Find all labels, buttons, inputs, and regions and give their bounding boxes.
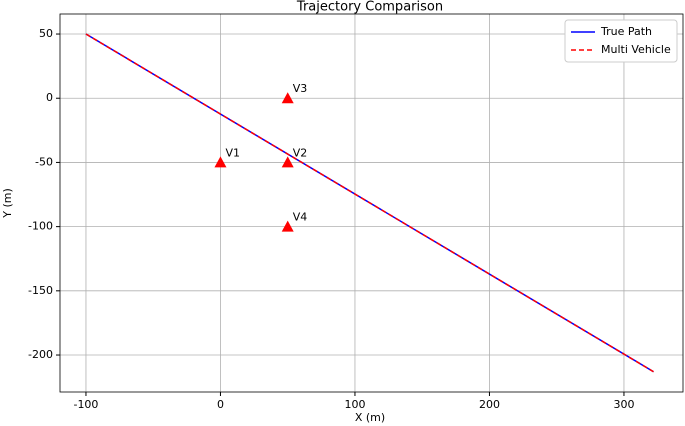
vehicle-marker xyxy=(281,156,294,168)
legend-label: True Path xyxy=(600,25,652,38)
y-tick-label: 50 xyxy=(39,27,53,40)
vehicle-label: V4 xyxy=(293,211,308,224)
vehicle-marker xyxy=(281,220,294,232)
vehicle-marker xyxy=(214,156,227,168)
x-tick-label: 200 xyxy=(479,398,500,411)
y-tick-label: -200 xyxy=(28,348,53,361)
x-axis-label: X (m) xyxy=(355,411,385,424)
y-tick-label: -50 xyxy=(35,155,53,168)
vehicle-label: V3 xyxy=(293,82,308,95)
y-tick-label: -150 xyxy=(28,284,53,297)
x-tick-label: -100 xyxy=(73,398,98,411)
x-tick-label: 0 xyxy=(217,398,224,411)
vehicle-label: V2 xyxy=(293,146,308,159)
y-tick-label: 0 xyxy=(46,91,53,104)
x-tick-label: 100 xyxy=(344,398,365,411)
plot-frame xyxy=(59,13,684,393)
legend-label: Multi Vehicle xyxy=(601,43,671,56)
x-tick-label: 300 xyxy=(613,398,634,411)
y-tick-label: -100 xyxy=(28,220,53,233)
vehicle-label: V1 xyxy=(225,146,240,159)
legend-box xyxy=(564,19,678,63)
chart-title: Trajectory Comparison xyxy=(296,0,443,15)
vehicle-marker xyxy=(281,92,294,104)
line-series xyxy=(85,33,654,373)
y-axis-label: Y (m) xyxy=(1,188,14,219)
